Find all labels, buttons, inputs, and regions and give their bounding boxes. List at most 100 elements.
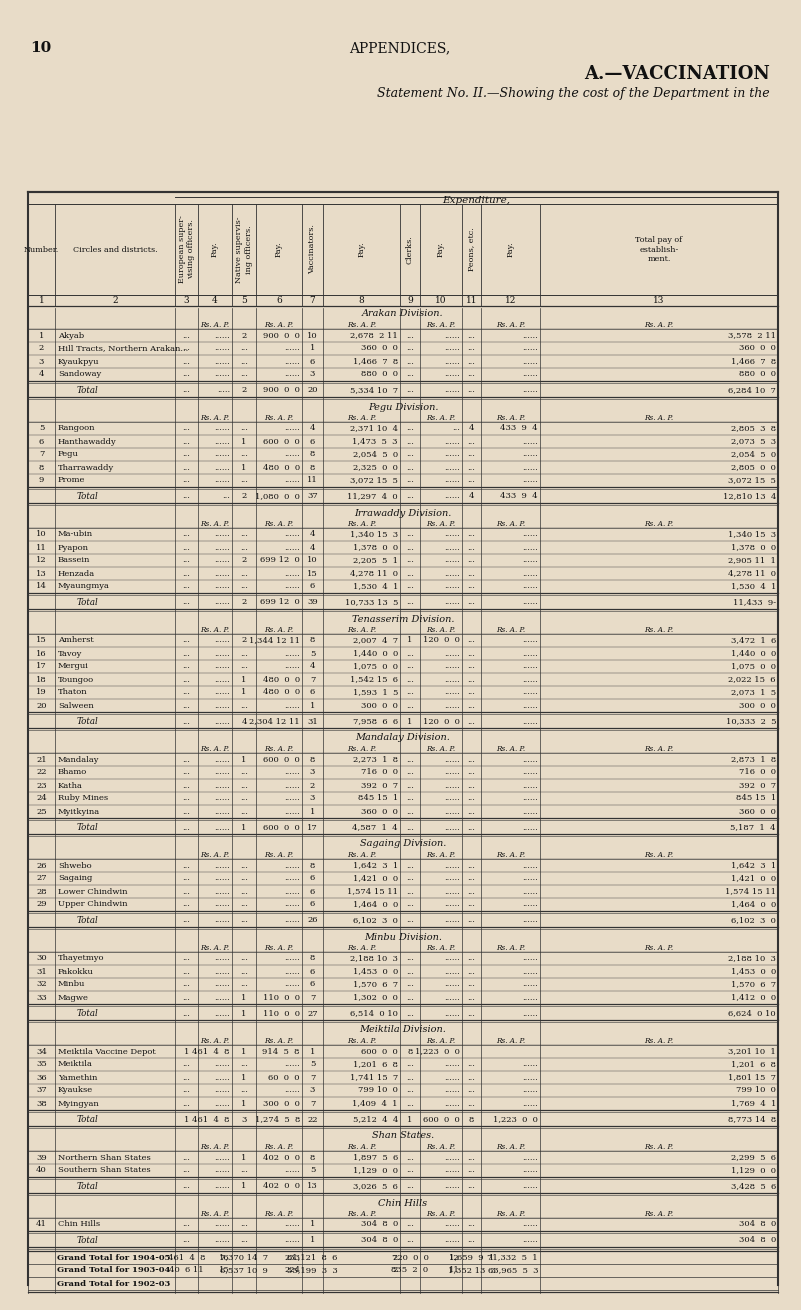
Text: ......: ...... <box>522 358 538 365</box>
Text: ...: ... <box>240 862 248 870</box>
Text: 30: 30 <box>36 955 46 963</box>
Text: ...: ... <box>406 451 414 458</box>
Text: 845 15  1: 845 15 1 <box>358 794 398 803</box>
Text: ......: ...... <box>522 570 538 578</box>
Text: ......: ...... <box>522 544 538 552</box>
Text: ...: ... <box>406 570 414 578</box>
Text: ...: ... <box>240 650 248 658</box>
Text: ...: ... <box>183 824 191 832</box>
Text: ...: ... <box>240 1086 248 1094</box>
Text: ......: ...... <box>522 807 538 816</box>
Text: Rs. A. P.: Rs. A. P. <box>200 520 230 528</box>
Text: ......: ...... <box>522 1166 538 1175</box>
Text: Rs. A. P.: Rs. A. P. <box>426 414 456 422</box>
Text: ......: ...... <box>445 493 460 500</box>
Text: ...: ... <box>183 438 191 445</box>
Text: 2: 2 <box>241 493 247 500</box>
Text: ......: ...... <box>284 900 300 909</box>
Text: ...: ... <box>468 386 476 394</box>
Text: 224: 224 <box>284 1267 300 1275</box>
Text: 799 10  0: 799 10 0 <box>736 1086 776 1094</box>
Text: ......: ...... <box>522 583 538 591</box>
Text: ......: ...... <box>522 1154 538 1162</box>
Text: 120  0  0: 120 0 0 <box>423 637 460 645</box>
Text: ...: ... <box>468 464 476 472</box>
Text: Rs. A. P.: Rs. A. P. <box>347 414 376 422</box>
Text: ...: ... <box>406 583 414 591</box>
Text: Tharrawaddy: Tharrawaddy <box>58 464 115 472</box>
Text: ......: ...... <box>284 583 300 591</box>
Text: ......: ...... <box>445 557 460 565</box>
Text: ...: ... <box>183 583 191 591</box>
Text: 5,334 10  7: 5,334 10 7 <box>350 386 398 394</box>
Text: Rs. A. P.: Rs. A. P. <box>200 414 230 422</box>
Text: ...: ... <box>183 544 191 552</box>
Text: 120  0  0: 120 0 0 <box>423 718 460 726</box>
Text: ...: ... <box>240 570 248 578</box>
Text: ...: ... <box>183 599 191 607</box>
Text: ......: ...... <box>214 1010 230 1018</box>
Text: 2,054  5  0: 2,054 5 0 <box>353 451 398 458</box>
Text: Shan States.: Shan States. <box>372 1132 434 1141</box>
Text: Total: Total <box>77 493 99 500</box>
Text: ...: ... <box>240 358 248 365</box>
Text: 16: 16 <box>219 1254 230 1262</box>
Text: 28: 28 <box>36 887 46 896</box>
Text: ...: ... <box>406 993 414 1002</box>
Text: ......: ...... <box>284 1237 300 1244</box>
Text: 1: 1 <box>408 718 413 726</box>
Text: .....: ..... <box>217 386 230 394</box>
Text: 61,121  8  6: 61,121 8 6 <box>288 1254 338 1262</box>
Text: ...: ... <box>183 689 191 697</box>
Text: 3,578  2 11: 3,578 2 11 <box>728 331 776 339</box>
Text: 7,370 14  7: 7,370 14 7 <box>220 1254 268 1262</box>
Text: 1: 1 <box>241 438 247 445</box>
Text: 7: 7 <box>38 451 44 458</box>
Text: ...: ... <box>406 1237 414 1244</box>
Text: Peons, etc.: Peons, etc. <box>468 228 476 271</box>
Text: ...: ... <box>468 1086 476 1094</box>
Text: ......: ...... <box>284 1086 300 1094</box>
Text: APPENDICES,: APPENDICES, <box>349 41 451 55</box>
Text: 1: 1 <box>310 1221 315 1229</box>
Text: ...: ... <box>183 451 191 458</box>
Text: ...: ... <box>468 1154 476 1162</box>
Text: 1: 1 <box>310 701 315 710</box>
Text: 1: 1 <box>241 1010 247 1018</box>
Text: 1: 1 <box>241 756 247 764</box>
Text: 1,530  4  1: 1,530 4 1 <box>352 583 398 591</box>
Text: ......: ...... <box>445 477 460 485</box>
Text: ...: ... <box>183 464 191 472</box>
Text: ...: ... <box>468 663 476 671</box>
Text: ......: ...... <box>522 824 538 832</box>
Text: ...: ... <box>183 676 191 684</box>
Text: ......: ...... <box>214 887 230 896</box>
Text: Rs. A. P.: Rs. A. P. <box>200 1038 230 1045</box>
Text: Thayetmyo: Thayetmyo <box>58 955 104 963</box>
Text: 1: 1 <box>241 1048 247 1056</box>
Text: 1: 1 <box>241 1099 247 1107</box>
Text: ......: ...... <box>284 980 300 989</box>
Text: ...: ... <box>406 1166 414 1175</box>
Text: ...: ... <box>406 557 414 565</box>
Text: ...: ... <box>183 1166 191 1175</box>
Text: ......: ...... <box>214 756 230 764</box>
Text: 4: 4 <box>469 424 474 432</box>
Text: 1,570  6  7: 1,570 6 7 <box>353 980 398 989</box>
Text: Rs. A. P.: Rs. A. P. <box>645 1038 674 1045</box>
Text: ......: ...... <box>214 701 230 710</box>
Text: ...: ... <box>240 900 248 909</box>
Text: 1: 1 <box>183 1048 189 1056</box>
Text: 7,958  6  6: 7,958 6 6 <box>353 718 398 726</box>
Text: ...: ... <box>240 371 248 379</box>
Text: 11: 11 <box>36 544 47 552</box>
Text: ...: ... <box>406 701 414 710</box>
Text: Rs. A. P.: Rs. A. P. <box>496 745 525 753</box>
Text: ...: ... <box>183 531 191 538</box>
Text: Total: Total <box>77 386 99 396</box>
Text: ......: ...... <box>284 968 300 976</box>
Text: Minbu Division.: Minbu Division. <box>364 933 442 942</box>
Text: Native supervis-
ing officers.: Native supervis- ing officers. <box>235 216 252 283</box>
Text: 433  9  4: 433 9 4 <box>501 424 538 432</box>
Text: ...: ... <box>406 386 414 394</box>
